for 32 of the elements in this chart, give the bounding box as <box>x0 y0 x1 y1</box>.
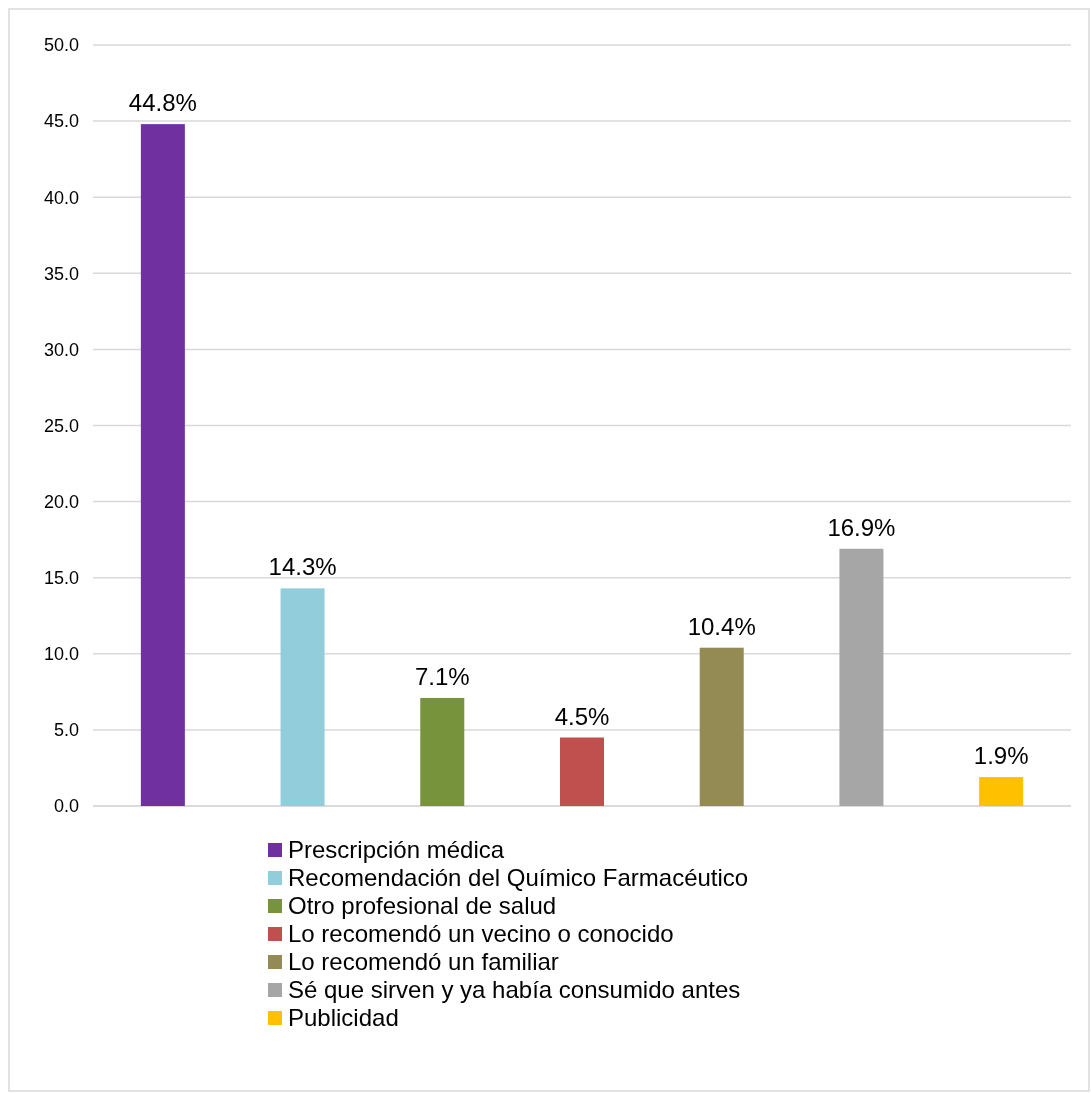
legend-label: Otro profesional de salud <box>288 892 557 920</box>
bar <box>420 697 465 806</box>
y-tick-label: 40.0 <box>43 187 79 208</box>
y-tick-label: 0.0 <box>53 796 79 817</box>
data-label: 1.9% <box>973 742 1029 770</box>
legend-label: Lo recomendó un vecino o conocido <box>288 920 674 948</box>
legend-label: Lo recomendó un familiar <box>288 948 559 976</box>
data-label: 44.8% <box>128 89 197 117</box>
y-tick-label: 15.0 <box>43 568 79 588</box>
y-tick-label: 35.0 <box>43 263 79 284</box>
y-tick-label: 50.0 <box>43 35 79 56</box>
legend-label: Recomendación del Químico Farmacéutico <box>288 864 749 892</box>
bar <box>140 124 185 806</box>
y-tick-label: 45.0 <box>43 111 79 132</box>
bar <box>560 737 604 806</box>
y-tick-label: 30.0 <box>43 339 79 360</box>
y-tick-label: 10.0 <box>43 644 79 665</box>
legend-label: Prescripción médica <box>288 836 505 864</box>
legend-label: Sé que sirven y ya había consumido antes <box>288 976 741 1004</box>
bar <box>699 647 744 806</box>
data-label: 4.5% <box>554 702 610 730</box>
data-label: 7.1% <box>414 662 470 690</box>
legend-label: Publicidad <box>288 1004 399 1032</box>
y-tick-label: 5.0 <box>53 720 79 741</box>
data-label: 10.4% <box>687 612 756 640</box>
data-label: 16.9% <box>827 513 896 541</box>
data-label: 14.3% <box>268 553 337 581</box>
y-tick-label: 20.0 <box>43 491 79 512</box>
bar <box>839 548 884 806</box>
y-tick-label: 25.0 <box>43 415 79 436</box>
bar <box>979 777 1024 806</box>
bar <box>280 588 325 806</box>
